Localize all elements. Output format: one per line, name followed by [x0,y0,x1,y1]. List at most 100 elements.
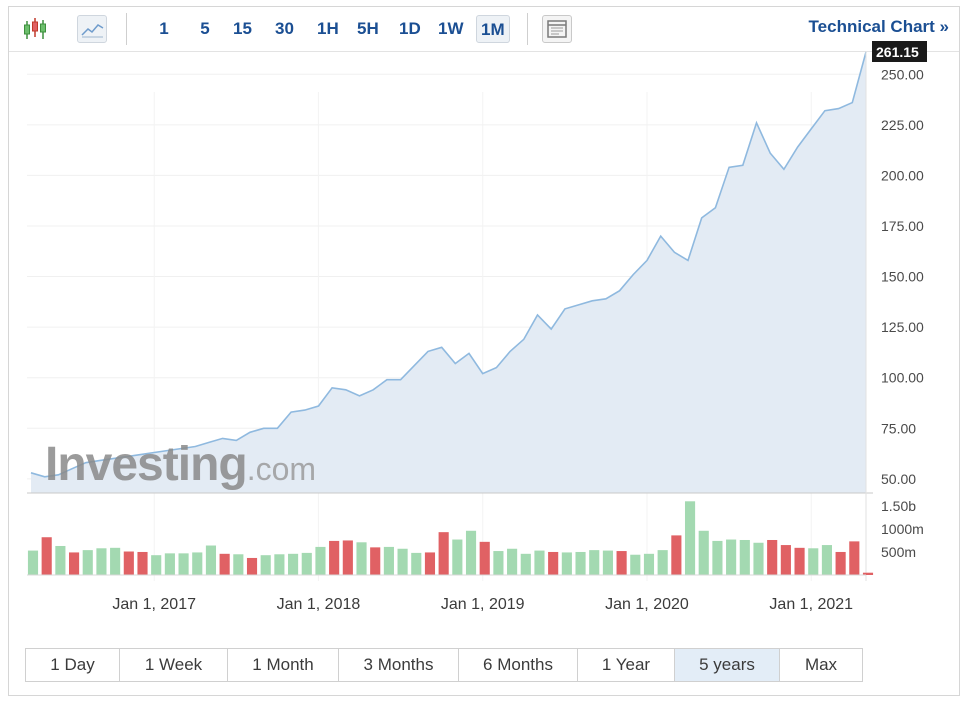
volume-bar [602,550,613,575]
volume-bar [288,553,299,575]
volume-bar [794,547,805,575]
volume-bar [246,557,258,575]
timeframe-30[interactable]: 30 [275,19,294,38]
price-tick-label: 225.00 [881,117,924,133]
volume-bar [69,552,80,575]
volume-bar [274,554,285,575]
chart-area: 50.00 75.00 100.00 125.00 150.00 175.00 200.00… [27,41,927,613]
volume-bar [835,551,846,575]
date-tick-label: Jan 1, 2017 [112,596,196,613]
period-button-3-months[interactable]: 3 Months [339,649,459,681]
volume-bar [534,550,545,575]
volume-tick-label: 500m [881,544,916,560]
volume-bar [205,545,217,575]
price-series-line [30,51,867,478]
volume-bar [684,501,696,575]
volume-bar [739,539,750,575]
toolbar-divider [126,13,127,45]
price-tick-label: 250.00 [881,66,924,82]
price-tick-label: 175.00 [881,218,924,234]
volume-bar [753,542,764,575]
price-tick-label: 50.00 [881,471,916,487]
volume-bar [192,552,203,575]
volume-bar [424,552,436,575]
volume-bar [561,552,572,575]
volume-bar [137,551,148,575]
volume-bar [821,545,832,575]
price-tick-label: 125.00 [881,319,924,335]
period-button-1-week[interactable]: 1 Week [120,649,228,681]
period-button-1-month[interactable]: 1 Month [228,649,339,681]
volume-bar [41,537,52,575]
volume-bar [164,553,175,575]
price-tick-label: 75.00 [881,420,916,436]
volume-bar [151,555,162,575]
volume-bar [589,550,600,575]
period-button-5-years[interactable]: 5 years [675,649,780,681]
investing-watermark: Investing.com [45,438,316,491]
volume-bar [219,553,230,575]
volume-bar [356,542,367,575]
date-tick-label: Jan 1, 2020 [605,596,689,613]
volume-bar [698,530,709,575]
volume-bar [452,539,463,575]
period-button-6-months[interactable]: 6 Months [459,649,578,681]
volume-bar [767,539,778,575]
timeframe-1[interactable]: 1 [159,19,169,38]
volume-tick-label: 1.50b [881,498,916,514]
price-tick-label: 150.00 [881,269,924,285]
timeframe-1h[interactable]: 1H [317,19,339,38]
volume-bar [383,546,394,575]
volume-bar [96,548,107,575]
volume-bar [123,551,134,575]
date-tick-label: Jan 1, 2019 [441,596,525,613]
volume-bar [712,540,723,575]
period-button-1-day[interactable]: 1 Day [26,649,120,681]
volume-bar [849,541,860,575]
toolbar-divider [527,13,528,45]
timeframe-1m[interactable]: 1M [476,15,510,43]
chart-toolbar: 1 5 15 30 1H 5H 1D 1W 1M Technical Chart » [9,7,959,52]
volume-bar [630,554,641,575]
chart-widget: 1 5 15 30 1H 5H 1D 1W 1M Technical Chart » 50.00… [8,6,960,696]
period-selector: 1 Day 1 Week 1 Month 3 Months 6 Months 1 Year… [25,648,863,682]
timeframe-5h[interactable]: 5H [357,19,379,38]
layout-icon[interactable] [542,15,572,43]
volume-bar [520,553,531,575]
volume-bar [465,530,477,575]
candlestick-icon[interactable] [21,15,51,43]
volume-bar [411,552,422,575]
timeframe-5[interactable]: 5 [200,19,210,38]
timeframe-1w[interactable]: 1W [438,19,464,38]
last-price-label: 261.15 [876,44,919,60]
volume-bar [808,548,819,575]
price-area [31,52,866,493]
volume-bar [27,550,39,575]
period-button-1-year[interactable]: 1 Year [578,649,675,681]
timeframe-1d[interactable]: 1D [399,19,421,38]
volume-bar [507,548,518,575]
volume-bar [643,553,655,575]
volume-bar [548,551,559,575]
technical-chart-link[interactable]: Technical Chart » [808,17,949,36]
timeframe-15[interactable]: 15 [233,19,252,38]
volume-bar [657,550,668,575]
volume-bar [342,540,353,575]
volume-bar [260,555,271,575]
period-button-max[interactable]: Max [804,655,838,674]
last-price-tag [872,41,927,62]
date-tick-label: Jan 1, 2021 [769,596,853,613]
volume-bar [671,535,682,575]
volume-tick-label: 1000m [881,521,924,537]
line-chart-icon[interactable] [77,15,107,43]
volume-bar [780,545,791,575]
volume-bar [301,552,312,575]
volume-bar [397,548,408,575]
volume-bar [329,540,340,575]
volume-bar [616,551,627,575]
volume-bar [438,532,449,575]
date-tick-label: Jan 1, 2018 [277,596,361,613]
volume-bar [862,572,874,575]
volume-bar [82,550,93,575]
volume-bar [233,554,244,575]
